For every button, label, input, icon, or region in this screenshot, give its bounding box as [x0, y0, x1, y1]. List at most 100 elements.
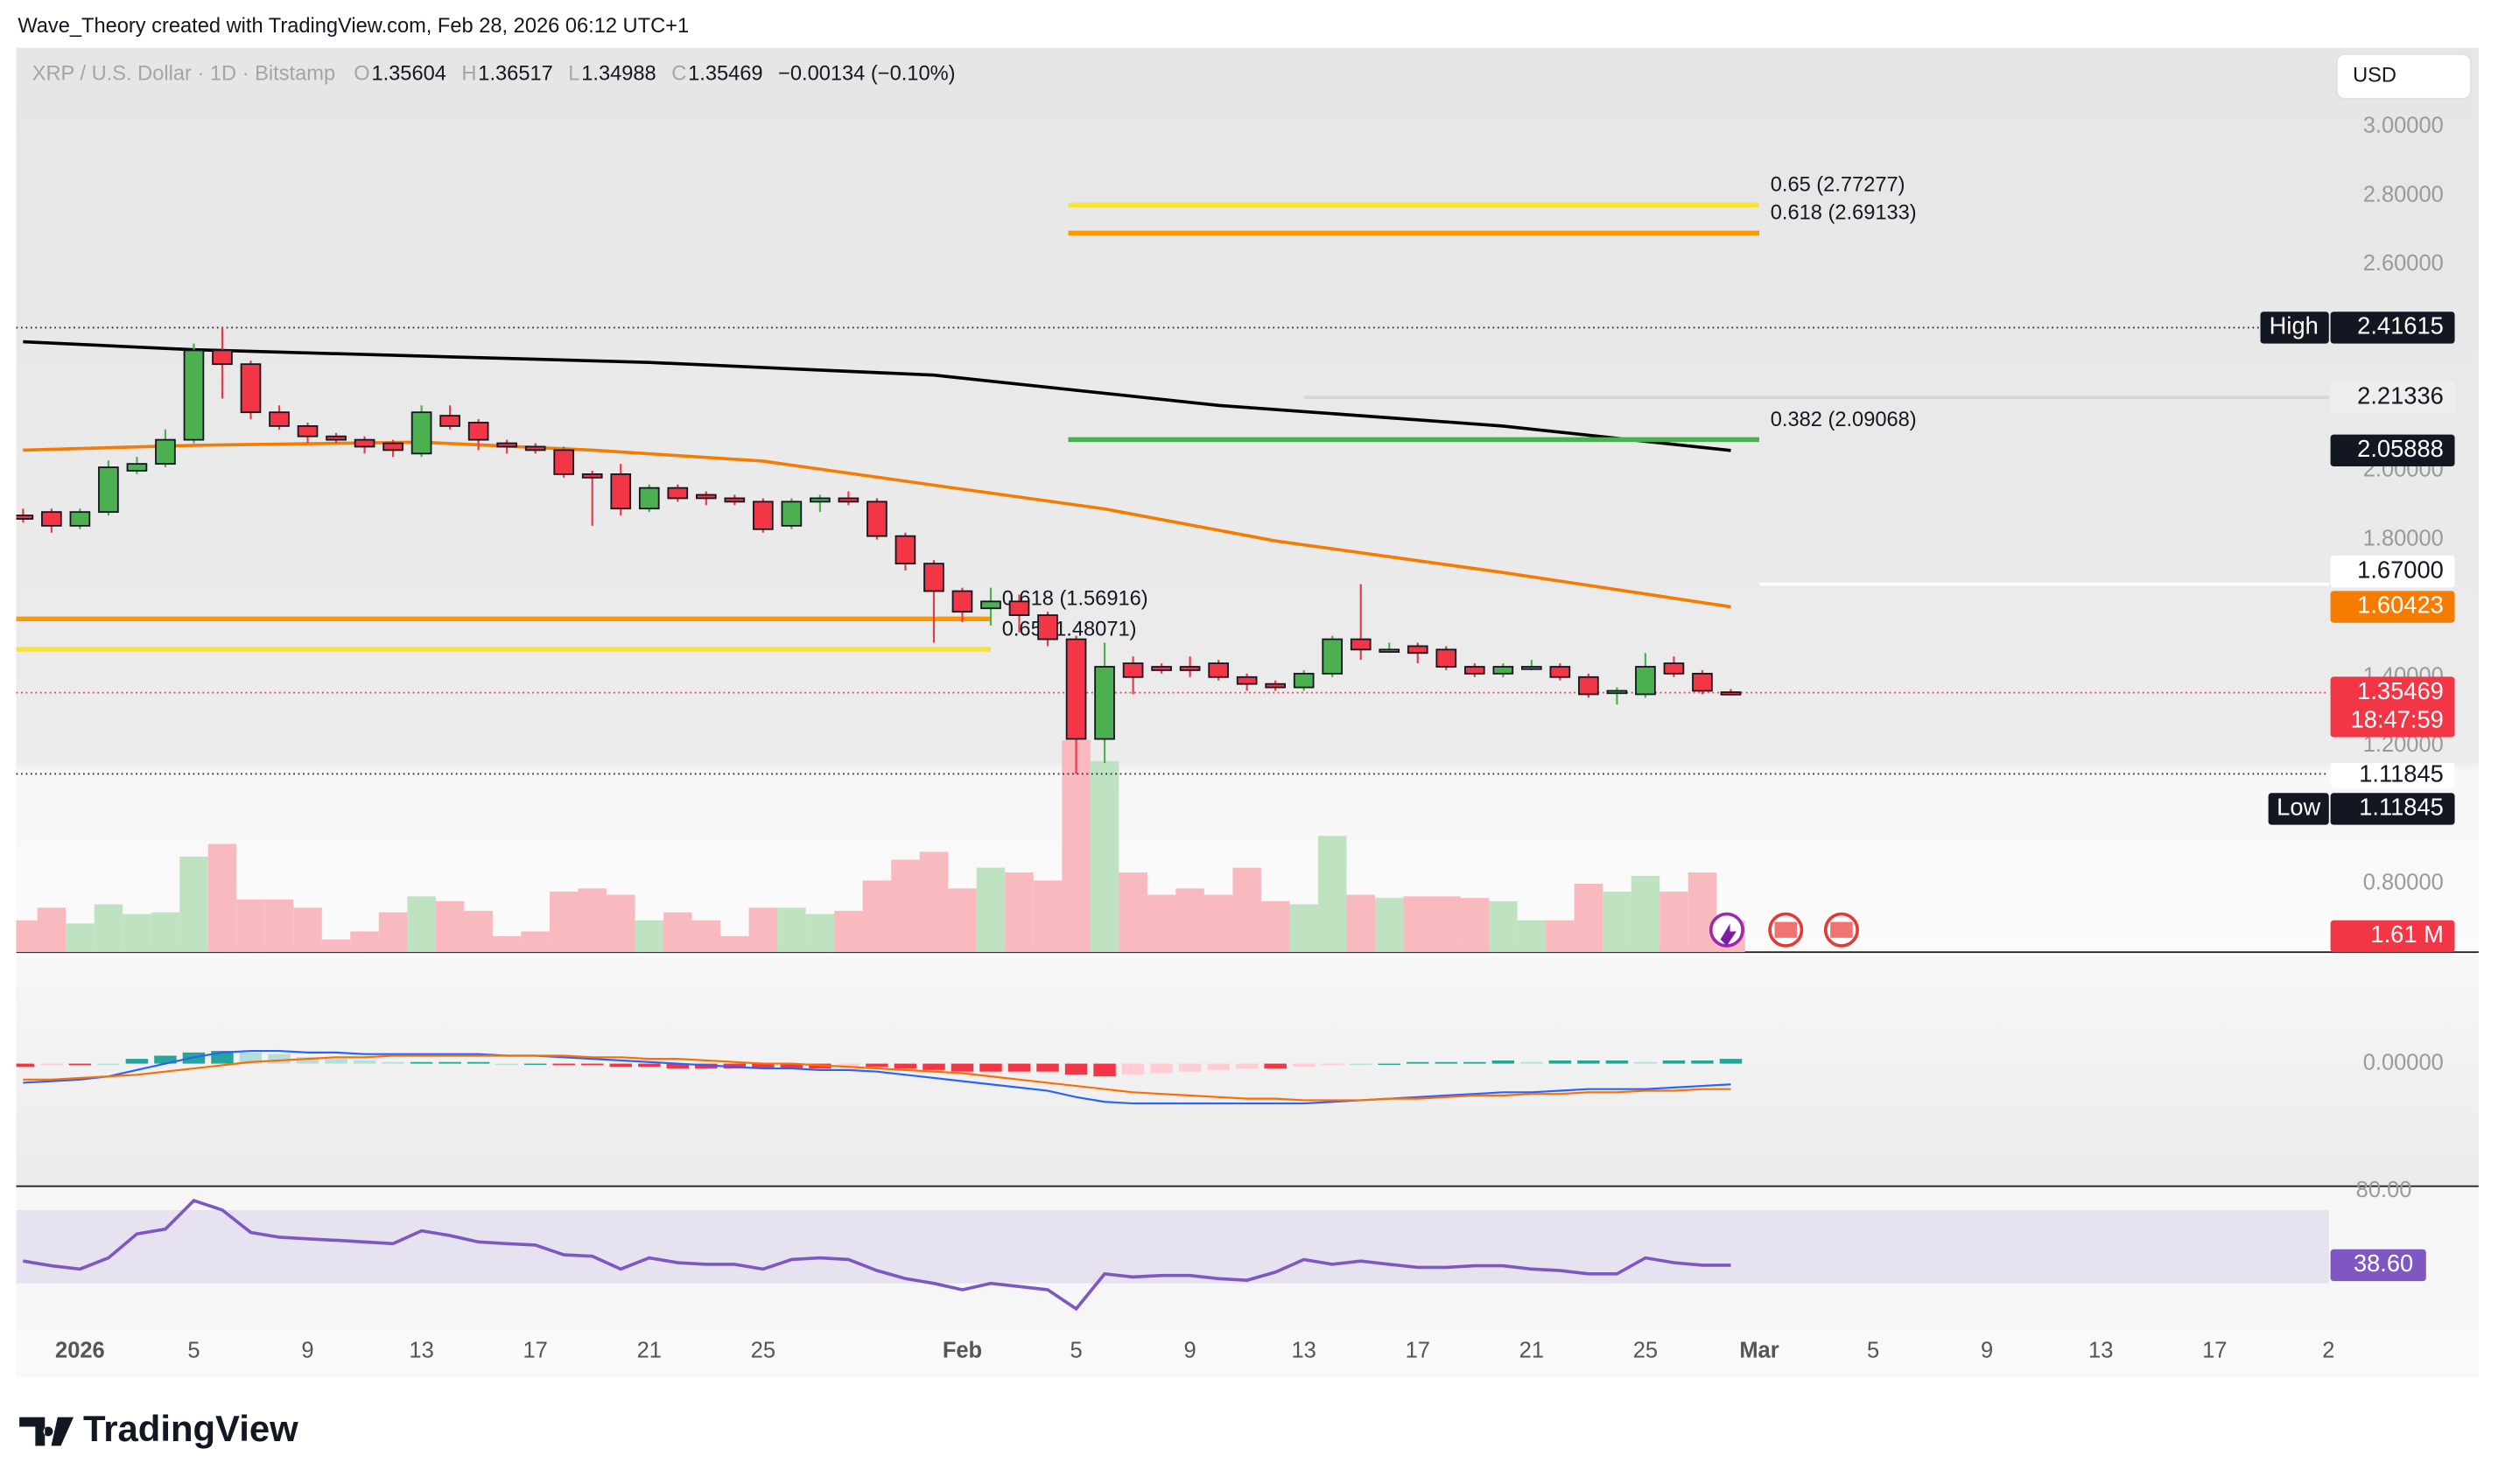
macd-histogram-bar — [1435, 1061, 1458, 1064]
macd-histogram-bar — [1605, 1060, 1629, 1064]
volume-bar — [891, 859, 920, 953]
macd-histogram-bar — [1093, 1063, 1116, 1077]
volume-bar — [321, 939, 351, 953]
volume-bar — [1005, 872, 1034, 953]
candle-body — [1008, 600, 1030, 616]
macd-histogram-bar — [154, 1055, 177, 1064]
candle-body — [496, 442, 517, 448]
volume-bar — [464, 910, 493, 953]
event-icon-glyph — [1720, 923, 1737, 946]
macd-histogram-bar — [1349, 1063, 1372, 1066]
high-tag: High — [2270, 312, 2319, 340]
candle-body — [269, 411, 290, 427]
low-price-box — [2330, 762, 2455, 788]
candle-body — [553, 449, 575, 475]
macd-histogram-bar — [1264, 1063, 1287, 1069]
candle-body — [867, 500, 888, 537]
fib-label: 0.65 (1.48071) — [1002, 618, 1137, 640]
volume-bar — [378, 912, 408, 953]
rsi-label: 38.60 — [2354, 1250, 2413, 1277]
y-tick-label: 1.80000 — [2363, 526, 2444, 550]
symbol: XRP / U.S. Dollar · 1D · Bitstamp — [32, 63, 335, 86]
candle-body — [638, 486, 660, 510]
volume-bar — [1659, 891, 1688, 953]
event-icon-glyph — [1830, 921, 1853, 938]
x-tick-label: 21 — [637, 1339, 662, 1363]
rsi-tick-label: 80.00 — [2356, 1178, 2412, 1202]
macd-histogram-bar — [1691, 1060, 1714, 1064]
macd-histogram-bar — [353, 1060, 376, 1064]
macd-histogram-bar — [1463, 1061, 1486, 1064]
macd-histogram-bar — [1178, 1063, 1202, 1072]
macd-histogram-bar — [1662, 1060, 1686, 1064]
macd-histogram-bar — [382, 1061, 404, 1064]
rsi-marks — [23, 1198, 1731, 1312]
candle-body — [895, 535, 916, 565]
candle-body — [1720, 691, 1742, 696]
low-tag-box — [2268, 793, 2329, 825]
candle-body — [1037, 614, 1058, 640]
fib-label: 0.618 (2.69133) — [1771, 202, 1917, 225]
volume-bar — [1603, 891, 1631, 953]
macd-histogram-bar — [125, 1059, 149, 1064]
volume-bar — [1374, 898, 1404, 953]
volume-bar — [1175, 888, 1204, 953]
volume-bar — [748, 907, 778, 953]
logo-text: TradingView — [83, 1408, 298, 1449]
macd-histogram-bar — [552, 1063, 575, 1066]
legend-key: C — [671, 63, 686, 86]
volume-bar — [976, 867, 1006, 953]
volume-bar — [606, 894, 635, 953]
candle-body — [1350, 638, 1372, 651]
volume-bar — [179, 856, 208, 953]
candle-body — [951, 590, 973, 613]
candle-body — [98, 466, 119, 514]
macd-histogram-bar — [40, 1063, 63, 1066]
level-price: 2.21336 — [2357, 382, 2444, 409]
volume-bar — [435, 900, 465, 953]
macd-histogram-bar — [268, 1054, 291, 1064]
volume-bar — [1033, 880, 1063, 953]
x-tick-label: 13 — [2088, 1339, 2113, 1363]
macd-histogram-bar — [495, 1063, 518, 1066]
candle-body — [1293, 672, 1315, 689]
level-price: 1.67000 — [2357, 556, 2444, 583]
moving-average — [23, 440, 1731, 609]
x-tick-label: 17 — [1406, 1339, 1430, 1363]
volume-bar — [549, 891, 579, 953]
macd-histogram-bar — [1719, 1059, 1743, 1064]
macd-histogram-bar — [1207, 1063, 1230, 1070]
macd-histogram-bar — [580, 1063, 604, 1066]
volume-bar — [1090, 760, 1119, 953]
legend-value: 1.36517 — [478, 63, 552, 86]
macd-histogram-bar — [894, 1063, 917, 1069]
volume-bar — [919, 851, 949, 953]
currency-button[interactable] — [2335, 52, 2472, 100]
x-tick-label: Mar — [1739, 1339, 1779, 1363]
volume-bar — [1432, 896, 1461, 953]
macd-histogram-bar — [1491, 1060, 1515, 1064]
candle-body — [781, 500, 803, 527]
candle-body — [1435, 648, 1457, 668]
legend-key: O — [354, 63, 369, 86]
volume-bar — [1203, 894, 1233, 953]
volume-bar — [1460, 898, 1490, 953]
volume-bar — [1574, 883, 1603, 953]
ma-price: 1.60423 — [2357, 592, 2444, 619]
macd-histogram-bar — [68, 1063, 92, 1066]
x-tick-label: 17 — [2202, 1339, 2227, 1363]
candle-body — [126, 463, 148, 472]
volume-bar — [1317, 836, 1347, 953]
macd-tick-label: 0.00000 — [2363, 1050, 2444, 1074]
legend: XRP / U.S. Dollar · 1D · Bitstamp O 1.356… — [32, 63, 956, 86]
volume-bar — [1489, 900, 1518, 953]
x-tick-label: 9 — [1981, 1339, 1993, 1363]
volume-bar — [1688, 872, 1717, 953]
candle-body — [581, 473, 603, 479]
currency[interactable]: USD — [2353, 65, 2396, 88]
candle-body — [1407, 645, 1428, 654]
candle-body — [240, 363, 262, 414]
volume-label-box — [2330, 920, 2455, 953]
candle-body — [1122, 662, 1144, 678]
